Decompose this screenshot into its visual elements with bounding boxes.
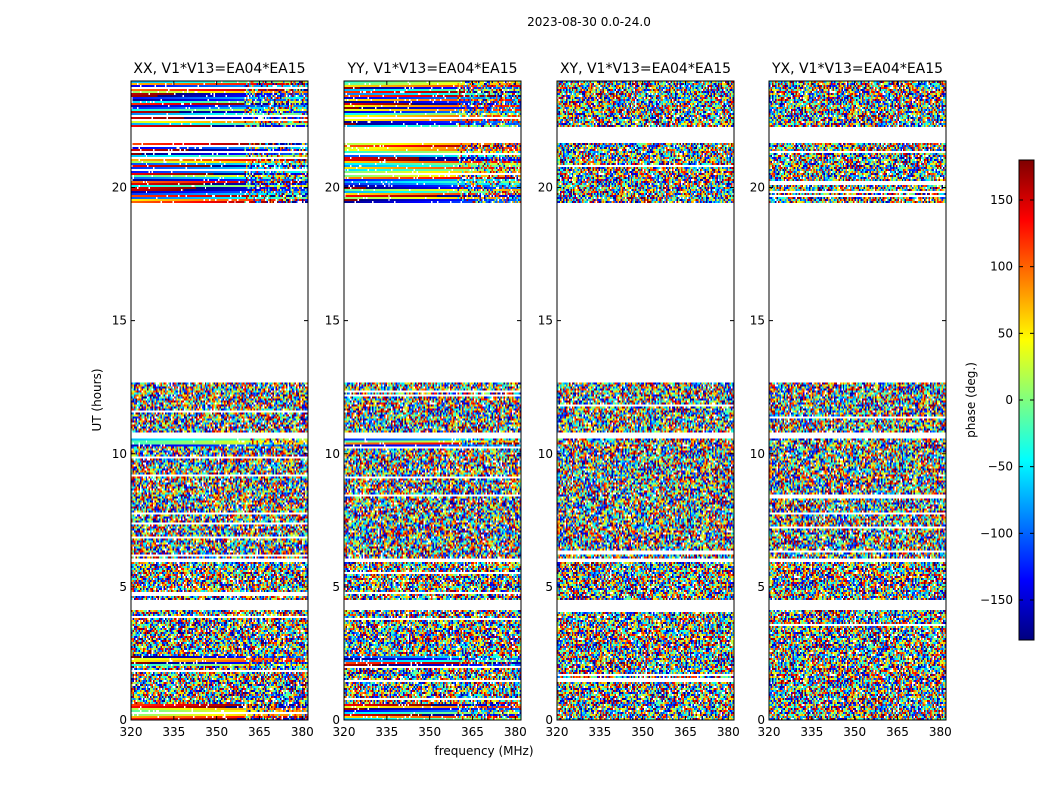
panel-frame [130,80,309,721]
y-tick-label: 10 [112,447,127,461]
y-axis-label: UT (hours) [90,368,104,431]
panel-frame [556,80,735,721]
x-tick-label: 335 [162,725,185,739]
x-tick-label: 380 [291,725,314,739]
x-tick-label: 380 [717,725,740,739]
panel-yx: YX, V1*V13=EA04*EA15 320 335 350 365 380 0 5 10 1… [750,61,952,739]
colorbar-tick-label: −100 [980,526,1013,540]
y-tick-label: 15 [325,314,340,328]
panels: XX, V1*V13=EA04*EA15 320 335 350 365 380 0 5 10 1… [112,61,952,739]
phase-heatmap [557,81,734,720]
x-tick-label: 335 [375,725,398,739]
y-tick-label: 0 [332,713,340,727]
y-tick-label: 20 [112,181,127,195]
phase-heatmap [769,81,946,720]
x-tick-label: 320 [546,725,569,739]
x-tick-label: 320 [120,725,143,739]
y-tick-label: 5 [119,580,127,594]
y-tick-label: 5 [332,580,340,594]
phase-heatmap [344,81,521,720]
y-tick-label: 5 [757,580,765,594]
x-axis-label: frequency (MHz) [434,744,533,758]
colorbar-label: phase (deg.) [964,362,978,438]
x-tick-label: 365 [886,725,909,739]
x-tick-label: 365 [248,725,271,739]
y-tick-label: 5 [545,580,553,594]
panel-yy: YY, V1*V13=EA04*EA15 320 335 350 365 380 0 5 10 1… [325,61,527,739]
x-tick-label: 380 [929,725,952,739]
panel-title: XY, V1*V13=EA04*EA15 [560,61,731,77]
panel-frame [768,80,947,721]
y-tick-label: 10 [325,447,340,461]
colorbar-tick-label: −50 [988,460,1013,474]
y-tick-label: 10 [538,447,553,461]
panel-xy: XY, V1*V13=EA04*EA15 320 335 350 365 380 0 5 10 1… [538,61,740,739]
colorbar-tick-label: 150 [990,193,1013,207]
panel-xx: XX, V1*V13=EA04*EA15 320 335 350 365 380 0 5 10 1… [112,61,314,739]
x-tick-label: 365 [674,725,697,739]
y-tick-label: 15 [538,314,553,328]
colorbar-tick-label: 0 [1005,393,1013,407]
panel-title: YY, V1*V13=EA04*EA15 [346,61,517,77]
colorbar-ticks: 150 100 50 0 −50 −100 −150 [980,193,1034,607]
y-tick-label: 0 [757,713,765,727]
panel-title: YX, V1*V13=EA04*EA15 [771,61,943,77]
y-tick-label: 20 [750,181,765,195]
x-tick-label: 350 [843,725,866,739]
x-tick-label: 320 [333,725,356,739]
y-tick-label: 20 [325,181,340,195]
y-tick-label: 0 [545,713,553,727]
colorbar: 150 100 50 0 −50 −100 −150 phase (deg.) [964,159,1035,641]
y-tick-label: 20 [538,181,553,195]
x-tick-label: 335 [800,725,823,739]
figure-title: 2023-08-30 0.0-24.0 [527,15,651,29]
panel-title: XX, V1*V13=EA04*EA15 [133,61,305,77]
x-tick-label: 380 [504,725,527,739]
x-tick-label: 365 [461,725,484,739]
x-tick-label: 320 [758,725,781,739]
y-tick-label: 10 [750,447,765,461]
colorbar-tick-label: 50 [998,326,1013,340]
colorbar-tick-label: −150 [980,593,1013,607]
x-tick-label: 350 [631,725,654,739]
y-tick-label: 15 [112,314,127,328]
colorbar-tick-label: 100 [990,260,1013,274]
panel-frame [343,80,522,721]
y-tick-label: 0 [119,713,127,727]
x-tick-label: 350 [418,725,441,739]
phase-heatmap [131,81,308,720]
x-tick-label: 350 [205,725,228,739]
y-tick-label: 15 [750,314,765,328]
x-tick-label: 335 [588,725,611,739]
